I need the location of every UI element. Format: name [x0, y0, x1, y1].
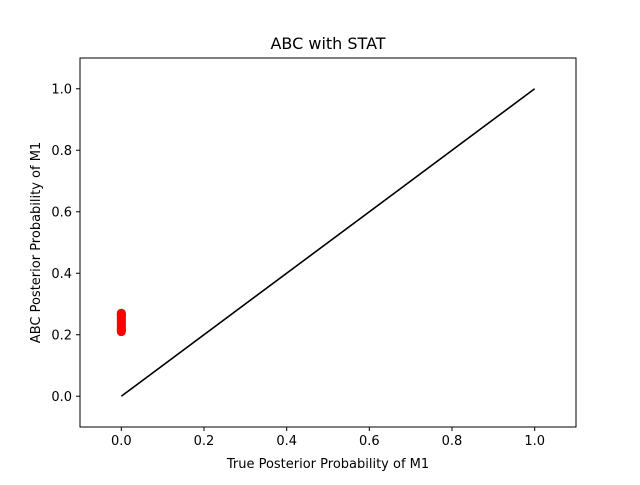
x-tick-label: 0.0 [111, 434, 132, 449]
identity-line [120, 88, 536, 397]
y-tick-label: 0.6 [51, 205, 72, 220]
y-tick-label: 1.0 [51, 82, 72, 97]
plot-area [116, 88, 536, 397]
x-axis-label: True Posterior Probability of M1 [226, 457, 429, 472]
axes-frame [79, 57, 577, 428]
x-tick-label: 0.8 [442, 434, 463, 449]
y-tick-label: 0.0 [51, 390, 72, 405]
x-tick-label: 0.4 [276, 434, 297, 449]
y-tick-label: 0.4 [51, 267, 72, 282]
scatter-point [116, 310, 126, 320]
y-tick-label: 0.2 [51, 328, 72, 343]
x-tick-label: 0.2 [194, 434, 215, 449]
y-axis-label: ABC Posterior Probability of M1 [29, 142, 44, 343]
y-tick-label: 0.8 [51, 144, 72, 159]
scatter-point [116, 325, 126, 335]
x-tick-label: 1.0 [524, 434, 545, 449]
x-tick-label: 0.6 [359, 434, 380, 449]
chart-title: ABC with STAT [270, 34, 385, 53]
